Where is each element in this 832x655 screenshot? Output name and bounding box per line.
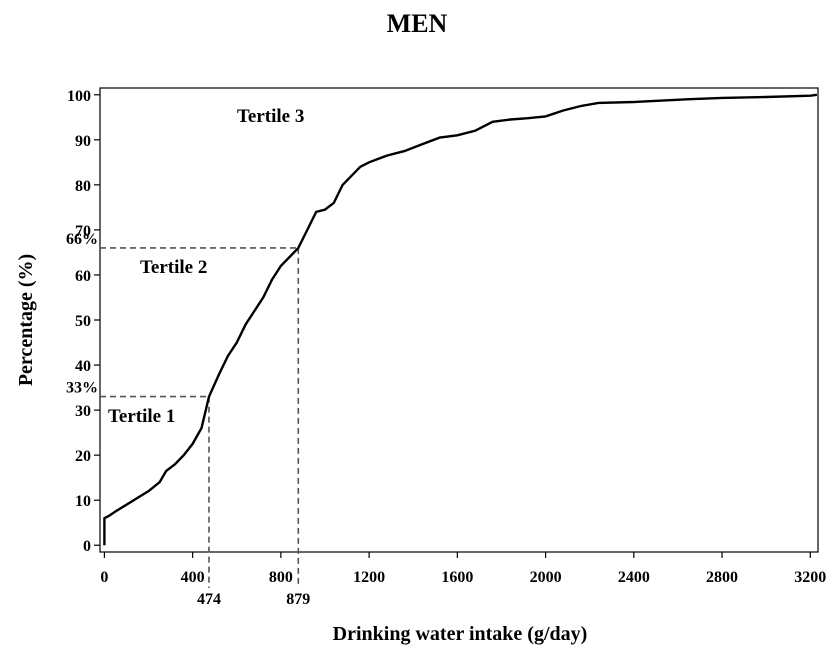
cutoff-x-label: 879 — [286, 591, 310, 608]
y-tick-label: 60 — [75, 268, 91, 285]
y-tick-label: 70 — [75, 223, 91, 240]
y-tick-label: 40 — [75, 358, 91, 375]
annotation: Tertile 1 — [108, 406, 175, 427]
y-tick-label: 10 — [75, 493, 91, 510]
y-tick-label: 50 — [75, 313, 91, 330]
x-axis-label: Drinking water intake (g/day) — [333, 623, 588, 645]
y-tick-label: 20 — [75, 448, 91, 465]
y-tick-label: 0 — [83, 538, 91, 555]
plot-frame — [99, 87, 819, 553]
x-tick-label: 0 — [100, 569, 108, 586]
x-tick-label: 1200 — [353, 569, 385, 586]
x-tick-label: 2800 — [706, 569, 738, 586]
cutoff-y-label: 66% — [66, 231, 98, 248]
annotation: Tertile 3 — [237, 106, 304, 127]
x-tick-label: 400 — [181, 569, 205, 586]
cutoff-y-label: 33% — [66, 380, 98, 397]
x-tick-label: 2000 — [530, 569, 562, 586]
x-tick-label: 800 — [269, 569, 293, 586]
x-tick-label: 1600 — [441, 569, 473, 586]
x-tick-label: 3200 — [794, 569, 826, 586]
y-axis-label: Percentage (%) — [15, 254, 37, 386]
y-tick-label: 90 — [75, 133, 91, 150]
y-tick-label: 30 — [75, 403, 91, 420]
annotation: Tertile 2 — [140, 257, 207, 278]
cutoff-x-label: 474 — [197, 591, 221, 608]
y-tick-label: 100 — [67, 88, 91, 105]
x-tick-label: 2400 — [618, 569, 650, 586]
chart-title: MEN — [387, 9, 448, 38]
y-tick-label: 80 — [75, 178, 91, 195]
data-line — [103, 93, 818, 546]
